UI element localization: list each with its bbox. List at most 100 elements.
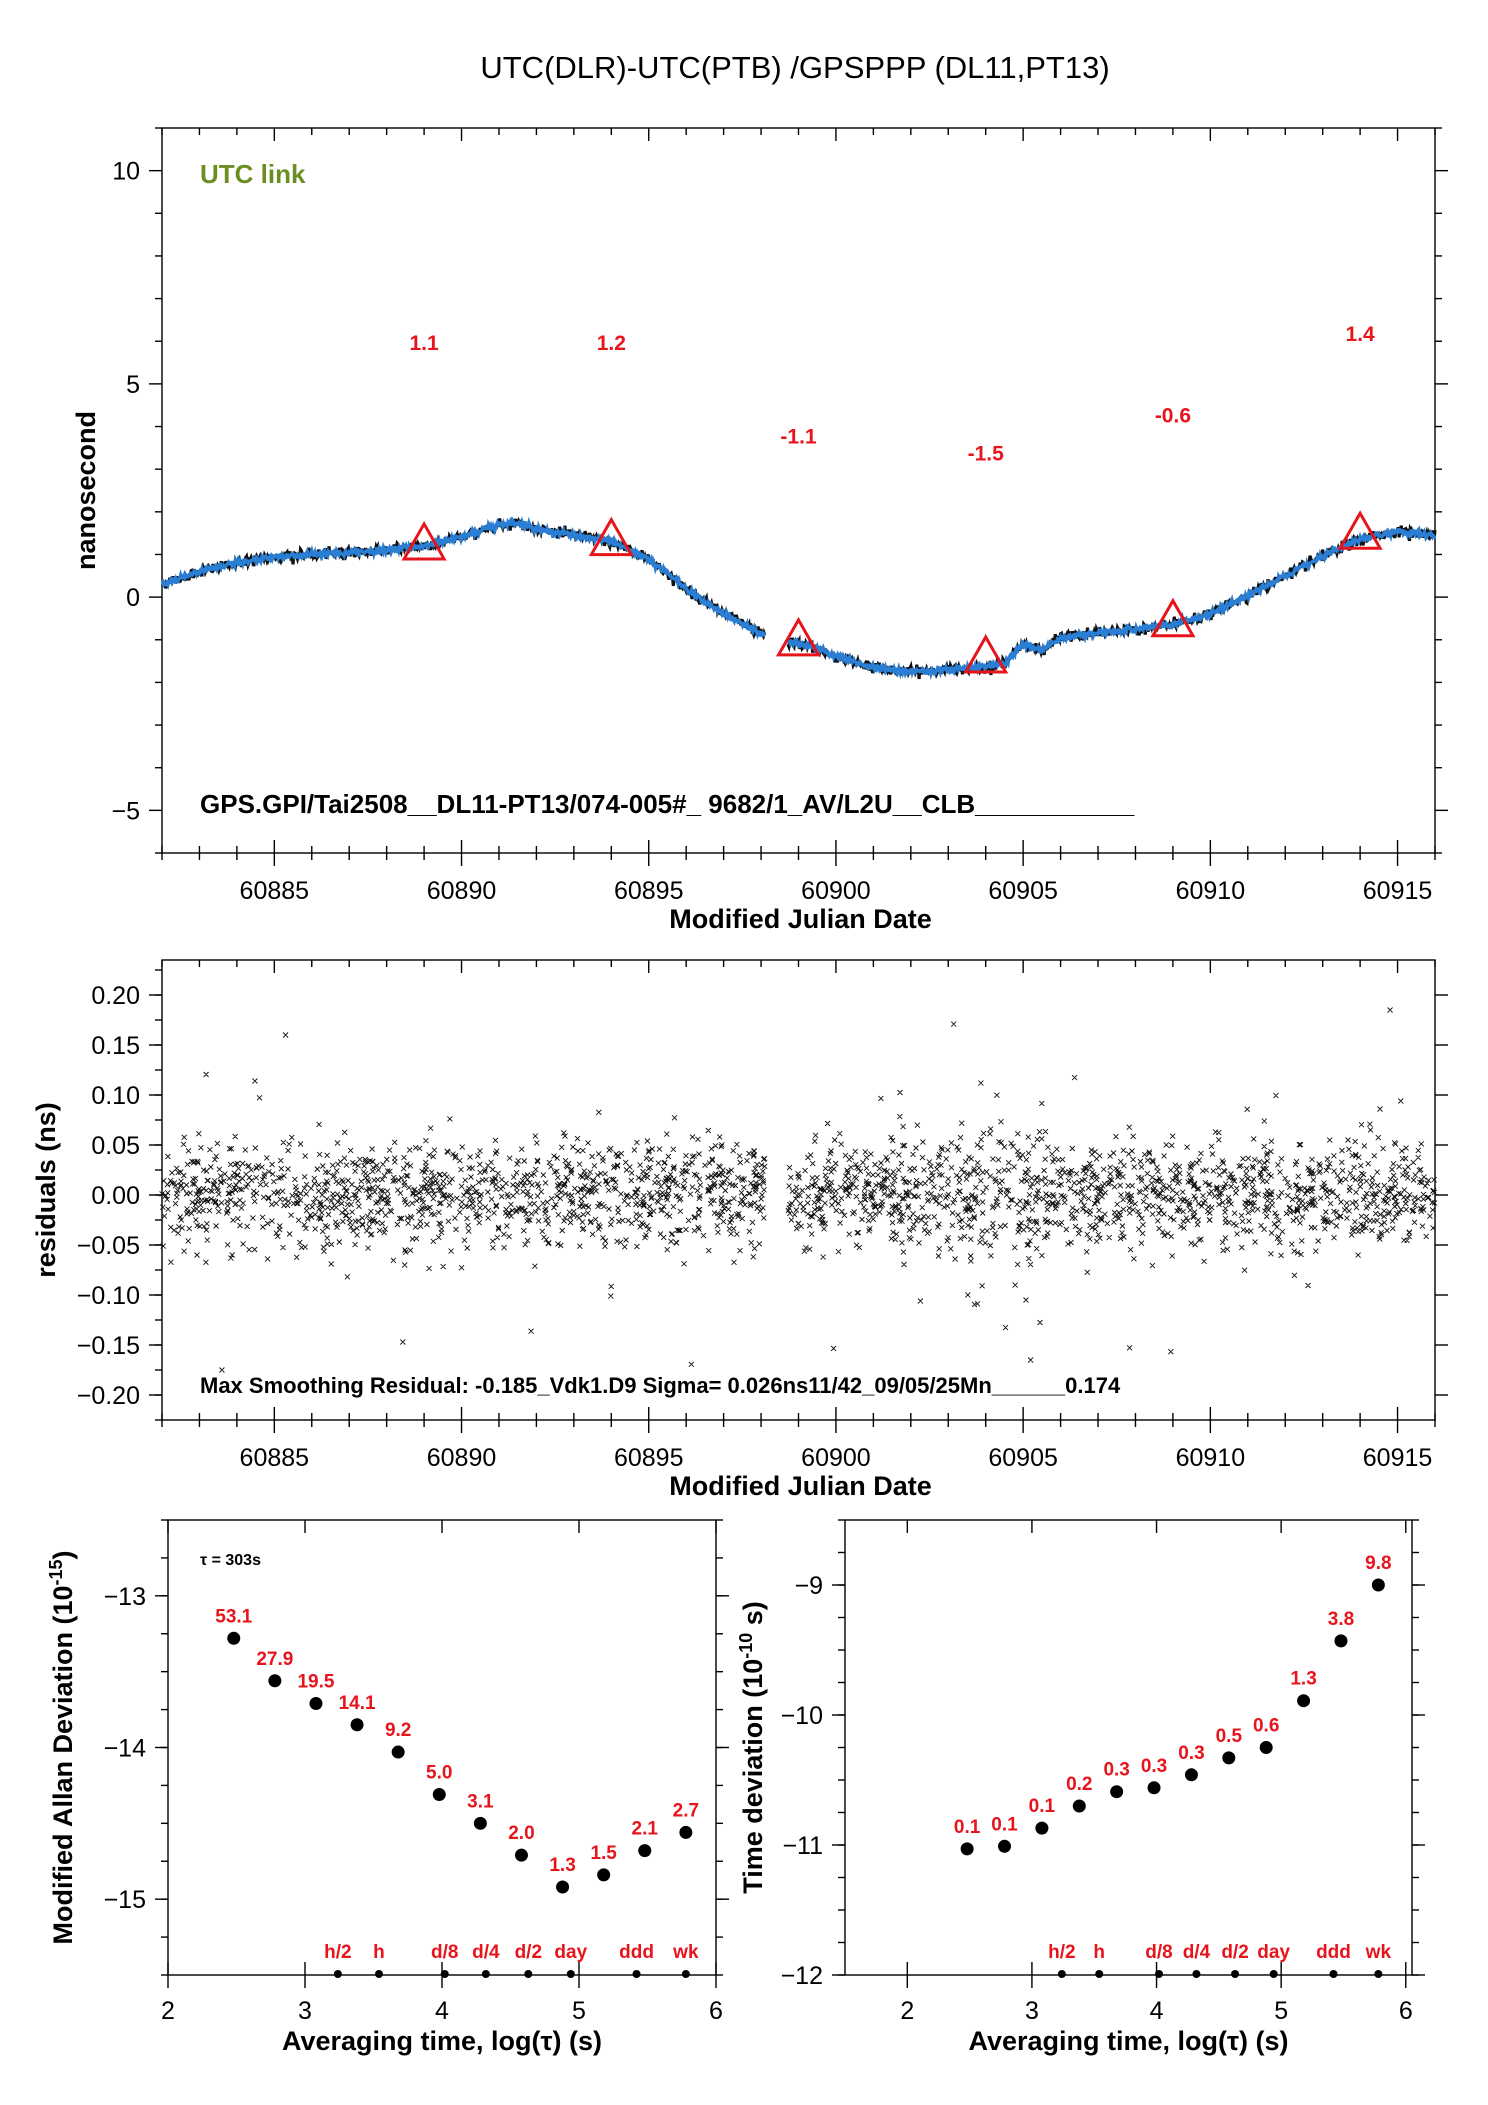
plot-frame [167,1519,717,1976]
mdev-panel: 2 3 4 5 6 −13 −14 −15 Averaging time, log(τ) (s)… [46,1519,729,2056]
utc-link-label: UTC link [200,159,306,189]
deviation-value-label: 5.0 [426,1763,452,1784]
deviation-value-label: 9.8 [1365,1553,1391,1574]
reference-mark-label: wk [672,1942,699,1963]
deviation-value-label: 2.1 [632,1819,659,1840]
x-tick-label: 3 [1025,1997,1039,2025]
x-tick-label: 60915 [1363,877,1433,905]
series-line [787,524,1437,681]
deviation-value-label: 14.1 [339,1693,376,1714]
deviation-point [1334,1634,1348,1648]
x-tick-label: 5 [1274,1997,1288,2025]
reference-mark [1329,1970,1338,1978]
reference-mark-label: ddd [619,1942,654,1963]
deviation-value-label: 0.6 [1253,1716,1279,1737]
x-tick-label: 60885 [240,877,310,905]
deviation-point [1297,1694,1311,1708]
reference-mark-label: h/2 [324,1942,351,1963]
y-tick-label: 0.05 [91,1132,140,1160]
deviation-point [1072,1799,1086,1813]
deviation-value-label: 2.0 [508,1823,534,1844]
reference-mark-label: d/4 [1183,1942,1211,1963]
deviation-point [1222,1751,1236,1765]
deviation-point [268,1674,282,1688]
reference-mark-label: day [554,1942,587,1963]
x-tick-label: 60905 [988,877,1058,905]
deviation-value-label: 0.5 [1216,1726,1243,1747]
triangle-marker [401,520,447,561]
x-tick-label: 6 [1399,1997,1413,2025]
y-tick-label: −9 [794,1572,823,1600]
y-axis-label: Modified Allan Deviation (10-15) [46,1550,78,1944]
x-tick-label: 4 [435,1997,449,2025]
reference-mark [1374,1970,1383,1978]
main-footer-text: GPS.GPI/Tai2508__DL11-PT13/074-005#_ 968… [200,789,1135,819]
x-tick-label: 60890 [427,877,497,905]
x-tick-label: 60900 [801,1444,871,1472]
reference-mark [632,1970,641,1978]
plot-frame [161,127,1436,854]
x-tick-label: 2 [900,1997,914,2025]
x-tick-label: 2 [161,1997,175,2025]
x-tick-label: 3 [298,1997,312,2025]
deviation-value-label: 53.1 [215,1606,252,1627]
x-tick-label: 60915 [1363,1444,1433,1472]
marker-value-label: -0.6 [1155,404,1191,427]
main-timeseries-panel: 60885 60890 60895 60900 60905 60910 60915 −5 0 5 1… [71,127,1448,934]
reference-mark-label: h [1093,1942,1105,1963]
y-tick-label: −0.15 [77,1332,140,1360]
deviation-value-label: 1.5 [590,1843,617,1864]
deviation-point [1371,1578,1385,1592]
reference-mark-label: wk [1365,1942,1392,1963]
deviation-point [432,1788,446,1802]
reference-mark [1095,1970,1104,1978]
reference-mark-label: d/8 [1145,1942,1172,1963]
reference-mark [524,1970,533,1978]
deviation-point [391,1745,405,1759]
marker-value-label: -1.1 [780,426,817,449]
deviation-point [556,1880,570,1894]
x-tick-label: 60895 [614,1444,684,1472]
x-tick-label: 60885 [240,1444,310,1472]
x-tick-label: 60890 [427,1444,497,1472]
reference-mark [440,1970,449,1978]
y-tick-label: −10 [781,1702,823,1730]
y-tick-label: −13 [104,1583,146,1611]
x-tick-label: 60910 [1176,877,1246,905]
deviation-point [960,1842,974,1856]
x-tick-label: 60905 [988,1444,1058,1472]
reference-mark [1155,1970,1164,1978]
deviation-point [227,1631,241,1645]
y-tick-label: −15 [104,1886,146,1914]
deviation-value-label: 0.1 [991,1814,1018,1835]
reference-mark [481,1970,490,1978]
deviation-point [998,1839,1012,1853]
triangle-marker [963,633,1009,674]
residuals-panel: 60885 60890 60895 60900 60905 60910 60915 −0.20… [31,959,1448,1501]
reference-mark [681,1970,690,1978]
triangle-marker [1150,597,1196,638]
x-tick-label: 60910 [1176,1444,1246,1472]
reference-mark-label: d/8 [431,1942,458,1963]
reference-mark [333,1970,342,1978]
x-tick-label: 60900 [801,877,871,905]
y-tick-label: 5 [126,371,140,399]
x-tick-label: 4 [1150,1997,1164,2025]
series-line [160,515,767,641]
residual-points [159,1007,1438,1373]
reference-mark [374,1970,383,1978]
deviation-value-label: 0.2 [1066,1774,1092,1795]
x-axis-label: Modified Julian Date [669,904,932,934]
y-tick-label: 0.00 [91,1182,140,1210]
y-tick-label: 0.10 [91,1082,140,1110]
deviation-value-label: 19.5 [297,1672,334,1693]
deviation-point [1147,1781,1161,1795]
deviation-value-label: 9.2 [385,1720,411,1741]
x-tick-label: 60895 [614,877,684,905]
deviation-value-label: 1.3 [549,1855,575,1876]
deviation-value-label: 2.7 [673,1800,699,1821]
x-axis-label: Averaging time, log(τ) (s) [282,2026,602,2056]
y-tick-label: −0.05 [77,1232,140,1260]
y-tick-label: −5 [111,797,140,825]
